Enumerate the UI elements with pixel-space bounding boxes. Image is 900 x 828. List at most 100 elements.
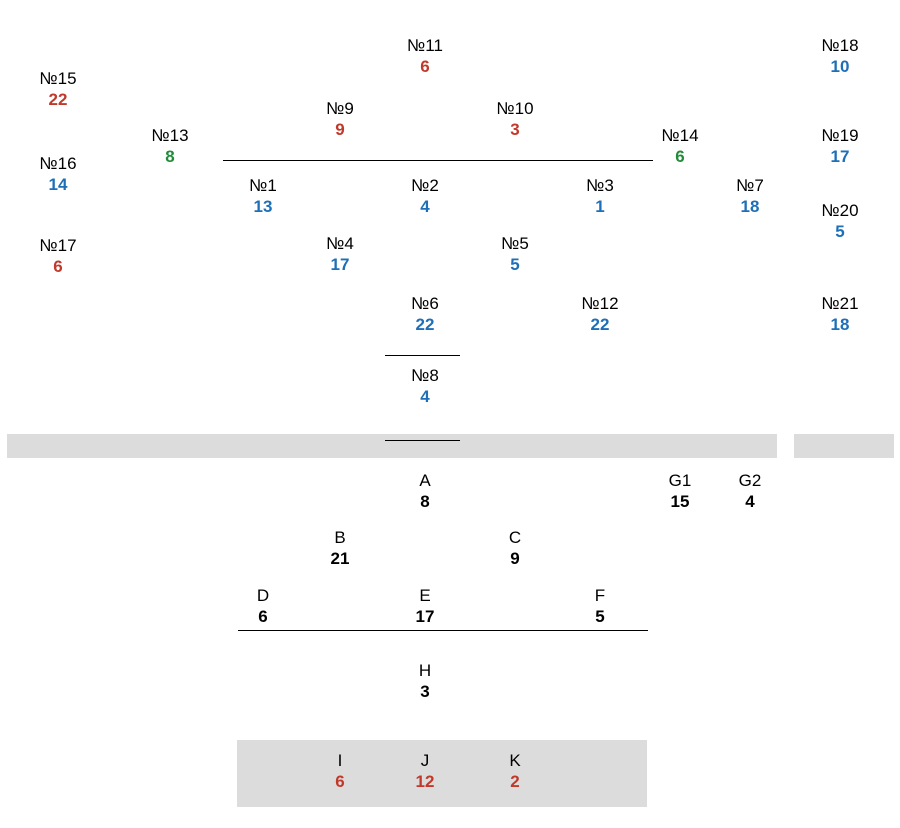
node-label: D (223, 585, 303, 606)
node-label: K (475, 750, 555, 771)
node-n18: №1810 (800, 35, 880, 78)
node-value: 6 (223, 606, 303, 627)
node-C: C9 (475, 527, 555, 570)
node-n6: №622 (385, 293, 465, 336)
node-value: 8 (385, 491, 465, 512)
node-label: A (385, 470, 465, 491)
node-value: 5 (560, 606, 640, 627)
node-n21: №2118 (800, 293, 880, 336)
diagram-canvas: №116№1810№1522№99№103№138№146№1917№1614№… (0, 0, 900, 828)
node-label: №3 (560, 175, 640, 196)
grey-band-1 (794, 434, 894, 458)
node-n12: №1222 (560, 293, 640, 336)
node-n3: №31 (560, 175, 640, 218)
node-J: J12 (385, 750, 465, 793)
node-value: 17 (800, 146, 880, 167)
node-value: 17 (385, 606, 465, 627)
node-value: 3 (475, 119, 555, 140)
node-label: №4 (300, 233, 380, 254)
node-n16: №1614 (18, 153, 98, 196)
node-value: 22 (560, 314, 640, 335)
node-value: 6 (385, 56, 465, 77)
rule-1 (385, 355, 460, 356)
node-label: B (300, 527, 380, 548)
node-value: 4 (385, 386, 465, 407)
node-G1: G115 (640, 470, 720, 513)
rule-3 (238, 630, 648, 631)
node-I: I6 (300, 750, 380, 793)
node-value: 15 (640, 491, 720, 512)
node-value: 9 (475, 548, 555, 569)
node-n1: №113 (223, 175, 303, 218)
node-label: №11 (385, 35, 465, 56)
node-value: 3 (385, 681, 465, 702)
rule-0 (223, 160, 653, 161)
node-label: F (560, 585, 640, 606)
node-value: 6 (18, 256, 98, 277)
node-label: G1 (640, 470, 720, 491)
node-label: №19 (800, 125, 880, 146)
node-label: №12 (560, 293, 640, 314)
node-G2: G24 (710, 470, 790, 513)
node-B: B21 (300, 527, 380, 570)
node-label: №17 (18, 235, 98, 256)
node-n14: №146 (640, 125, 720, 168)
node-n4: №417 (300, 233, 380, 276)
node-value: 4 (385, 196, 465, 217)
node-label: №1 (223, 175, 303, 196)
node-value: 1 (560, 196, 640, 217)
node-label: №2 (385, 175, 465, 196)
node-value: 14 (18, 174, 98, 195)
node-label: №10 (475, 98, 555, 119)
node-n8: №84 (385, 365, 465, 408)
node-label: H (385, 660, 465, 681)
node-label: №13 (130, 125, 210, 146)
node-n15: №1522 (18, 68, 98, 111)
node-A: A8 (385, 470, 465, 513)
node-label: №7 (710, 175, 790, 196)
node-value: 6 (640, 146, 720, 167)
node-value: 8 (130, 146, 210, 167)
node-H: H3 (385, 660, 465, 703)
node-value: 4 (710, 491, 790, 512)
node-F: F5 (560, 585, 640, 628)
node-label: №20 (800, 200, 880, 221)
node-E: E17 (385, 585, 465, 628)
node-K: K2 (475, 750, 555, 793)
node-n2: №24 (385, 175, 465, 218)
node-label: №14 (640, 125, 720, 146)
node-value: 13 (223, 196, 303, 217)
node-n5: №55 (475, 233, 555, 276)
node-value: 12 (385, 771, 465, 792)
node-label: №6 (385, 293, 465, 314)
node-value: 9 (300, 119, 380, 140)
node-n20: №205 (800, 200, 880, 243)
node-value: 18 (800, 314, 880, 335)
node-label: №16 (18, 153, 98, 174)
node-label: G2 (710, 470, 790, 491)
node-value: 22 (385, 314, 465, 335)
node-value: 5 (800, 221, 880, 242)
node-value: 18 (710, 196, 790, 217)
node-label: №9 (300, 98, 380, 119)
node-value: 5 (475, 254, 555, 275)
node-label: №8 (385, 365, 465, 386)
node-label: №15 (18, 68, 98, 89)
node-label: №5 (475, 233, 555, 254)
node-n19: №1917 (800, 125, 880, 168)
node-n17: №176 (18, 235, 98, 278)
node-D: D6 (223, 585, 303, 628)
node-label: №21 (800, 293, 880, 314)
rule-2 (385, 440, 460, 441)
grey-band-0 (7, 434, 777, 458)
node-value: 21 (300, 548, 380, 569)
node-label: I (300, 750, 380, 771)
node-n10: №103 (475, 98, 555, 141)
node-label: J (385, 750, 465, 771)
node-value: 6 (300, 771, 380, 792)
node-n11: №116 (385, 35, 465, 78)
node-n9: №99 (300, 98, 380, 141)
node-value: 2 (475, 771, 555, 792)
node-n13: №138 (130, 125, 210, 168)
node-label: C (475, 527, 555, 548)
